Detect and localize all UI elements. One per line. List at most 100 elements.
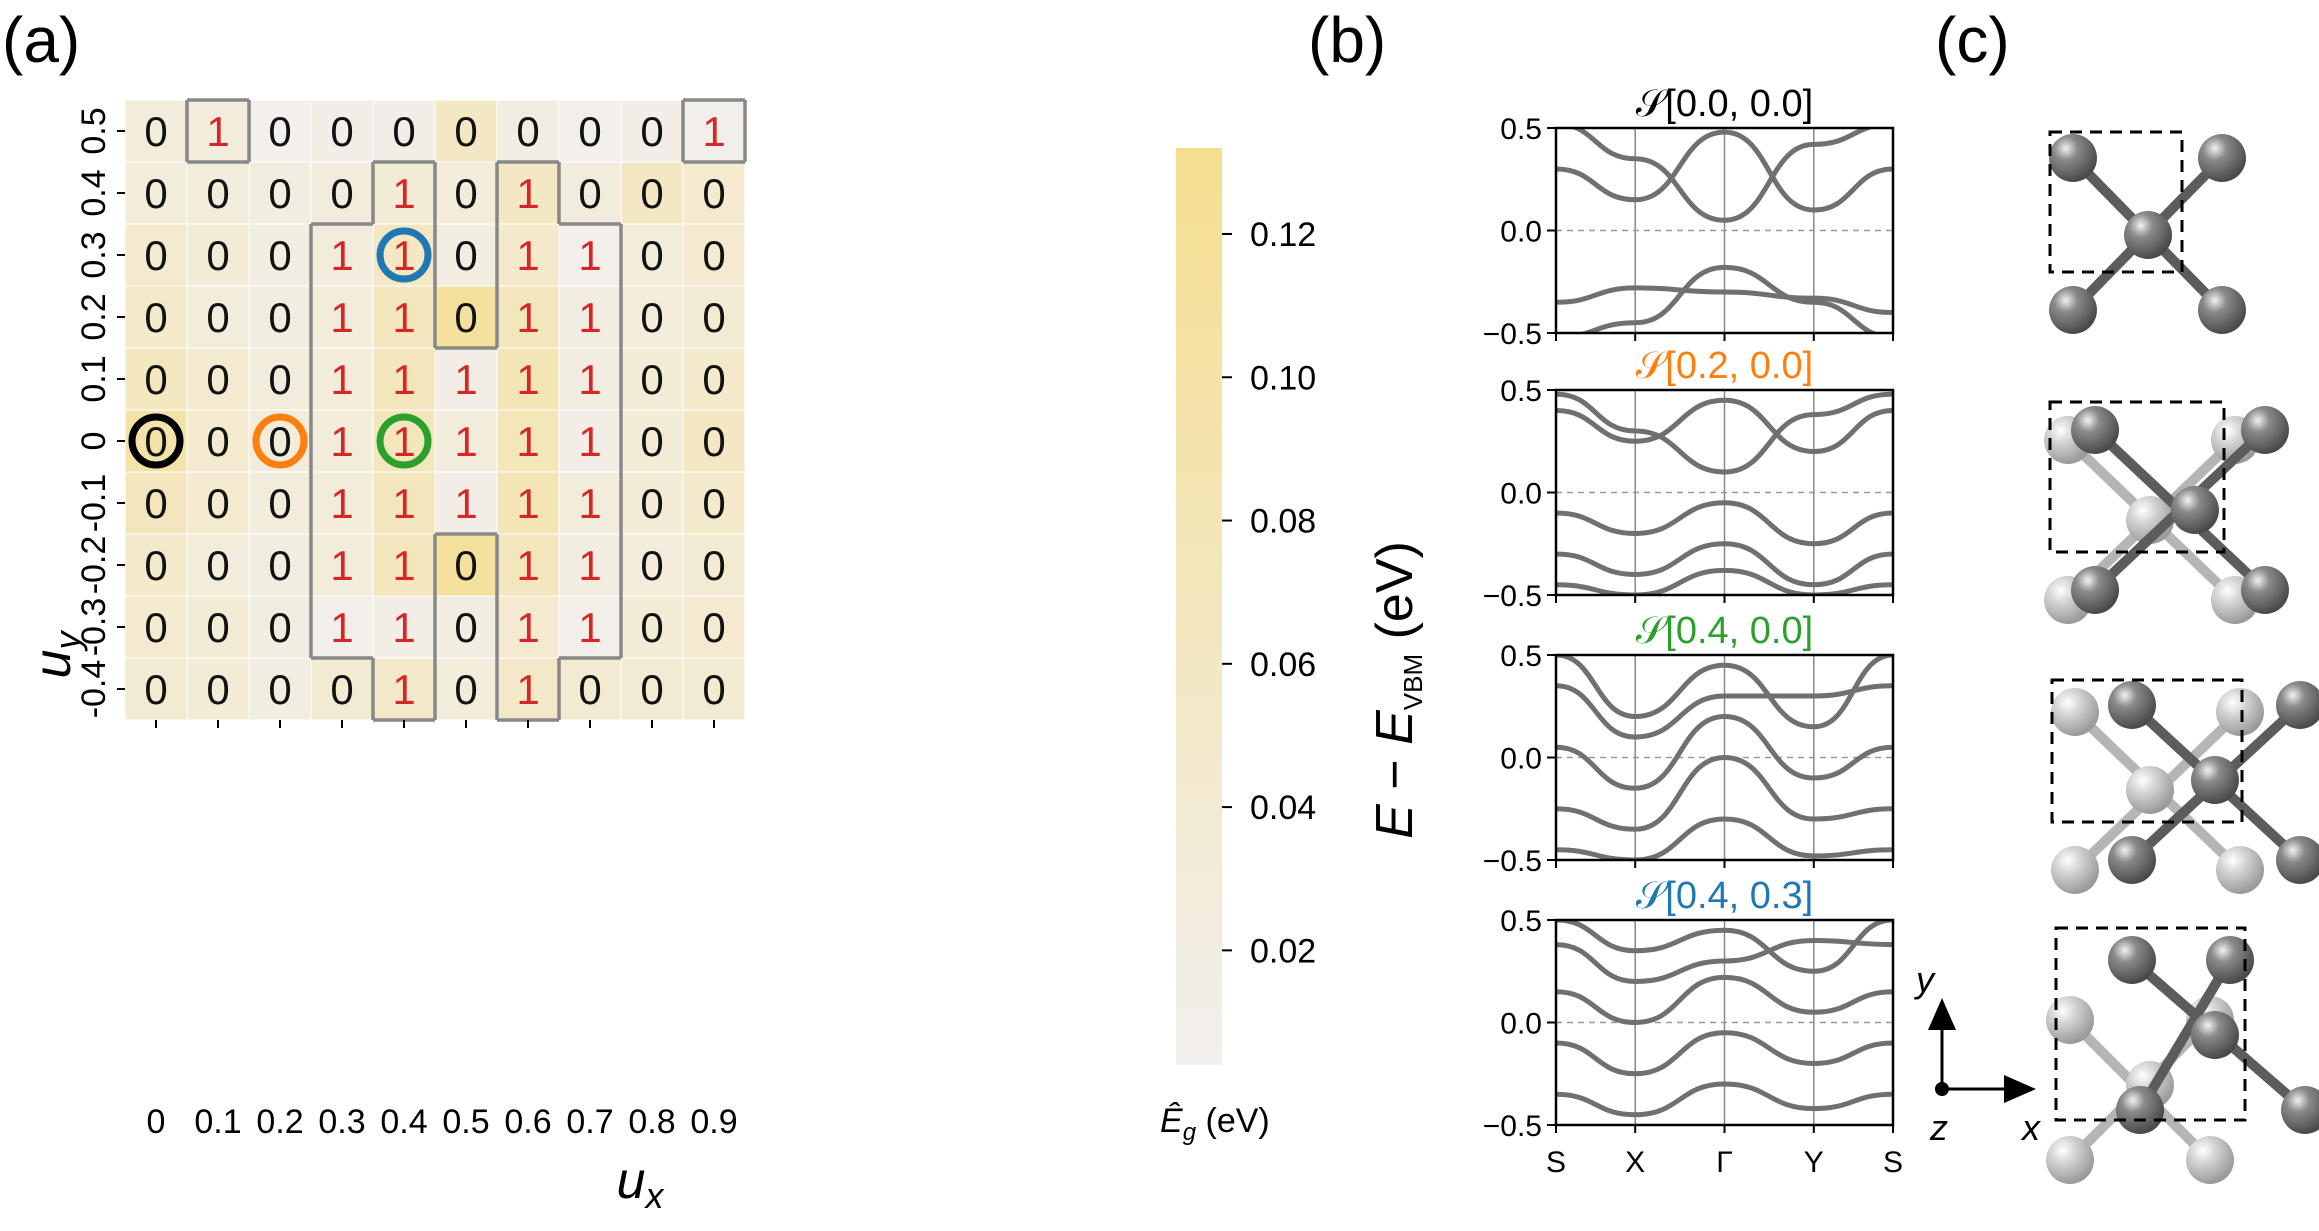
- heatmap-cell-label: 1: [516, 666, 539, 713]
- atom-light: [2186, 1136, 2234, 1184]
- heatmap-cell-label: 1: [330, 604, 353, 651]
- crystal-structure: [2046, 926, 2319, 1184]
- highlight-circle-green: [376, 413, 432, 469]
- panel-label-c: (c): [1935, 4, 2010, 76]
- heatmap-cell-label: 0: [268, 480, 291, 527]
- heatmap-cell: [434, 657, 498, 721]
- atom-light: [2046, 1136, 2094, 1184]
- heatmap-cell-label: 0: [516, 108, 539, 155]
- colorbar-tick-label: 0.04: [1250, 789, 1316, 827]
- heatmap-cell-label: 1: [392, 480, 415, 527]
- axis-indicator: y z x: [1913, 959, 2042, 1148]
- atom-dark: [2071, 566, 2119, 614]
- heatmap-cell: [310, 657, 374, 721]
- band-y-axis-title: E − EVBM (eV): [1366, 541, 1428, 839]
- band-y-tick-label: 0.0: [1500, 216, 1542, 249]
- heatmap-cell-label: 0: [578, 666, 601, 713]
- heatmap-cell: [682, 471, 746, 535]
- topological-boundary: [185, 98, 747, 722]
- heatmap-cell: [124, 533, 188, 597]
- colorbar-ticks: 0.12 0.10 0.08 0.06 0.04 0.02: [1222, 216, 1316, 970]
- heatmap-cell-label: 1: [206, 108, 229, 155]
- panel-label-a: (a): [2, 4, 80, 76]
- band-subplot: 𝒮[0.4, 0.0] 0.5 0.0 −0.5: [1483, 610, 1895, 878]
- x-tick-label: 0.1: [194, 1103, 241, 1141]
- heatmap-cell: [682, 409, 746, 473]
- heatmap-cell-label: 0: [640, 480, 663, 527]
- heatmap-cell: [558, 99, 622, 163]
- heatmap-cell: [558, 161, 622, 225]
- band-y-tick-label: 0.0: [1500, 478, 1542, 511]
- heatmap-cell-label: 0: [268, 418, 291, 465]
- band-x-tick-label: S: [1883, 1146, 1903, 1179]
- x-tick-label: 0.5: [442, 1103, 489, 1141]
- heatmap-cell-label: 0: [144, 108, 167, 155]
- heatmap-cell-label: 1: [392, 356, 415, 403]
- unit-cell-box: [2048, 130, 2184, 274]
- heatmap-cell: [186, 595, 250, 659]
- heatmap-cell: [682, 285, 746, 349]
- heatmap-cell-label: 0: [268, 542, 291, 589]
- heatmap-cell-label: 0: [702, 480, 725, 527]
- crystal-structure: [2048, 130, 2246, 334]
- heatmap-cell-label: 0: [206, 294, 229, 341]
- band-y-tick-label: 0.0: [1500, 1008, 1542, 1041]
- band-y-tick-label: −0.5: [1483, 580, 1542, 613]
- colorbar-label: Êg (eV): [1160, 1102, 1270, 1146]
- heatmap-cell-label: 0: [206, 170, 229, 217]
- heatmap-cell: [310, 533, 374, 597]
- heatmap-cell-label: 0: [330, 108, 353, 155]
- heatmap-cell-label: 0: [392, 108, 415, 155]
- atom-dark: [2198, 134, 2246, 182]
- y-axis-arrowhead: [1928, 998, 1956, 1030]
- atom-dark: [2049, 134, 2097, 182]
- heatmap-cell-label: 0: [702, 356, 725, 403]
- band-y-tick-label: −0.5: [1483, 1110, 1542, 1143]
- band-x-tick-label: S: [1546, 1146, 1566, 1179]
- x-tick-label: 0.9: [690, 1103, 737, 1141]
- band-subplot: 𝒮[0.0, 0.0] 0.5 0.0 −0.5: [1483, 83, 1895, 351]
- heatmap-cell-label: 0: [640, 170, 663, 217]
- atom-dark: [2281, 1086, 2319, 1134]
- heatmap-cell-label: 1: [516, 294, 539, 341]
- x-axis-title: ux: [617, 1152, 666, 1216]
- band-y-tick-label: 0.0: [1500, 743, 1542, 776]
- atom-light: [2216, 688, 2264, 736]
- heatmap-cell-label: 1: [392, 232, 415, 279]
- heatmap-cell-label: 1: [392, 170, 415, 217]
- crystal-structure: [2044, 400, 2289, 624]
- atom-dark: [2071, 406, 2119, 454]
- heatmap-cell-label: 0: [640, 604, 663, 651]
- heatmap-cell-label: 1: [454, 418, 477, 465]
- heatmap-cell-label: 1: [578, 418, 601, 465]
- atom-dark: [2276, 836, 2319, 884]
- heatmap-cell-label: 0: [268, 170, 291, 217]
- heatmap-cell-label: 0: [702, 170, 725, 217]
- x-tick-label: 0.2: [256, 1103, 303, 1141]
- heatmap-cell: [310, 161, 374, 225]
- axis-label-x: x: [2020, 1107, 2042, 1148]
- heatmap-cell-label: 0: [702, 418, 725, 465]
- heatmap-cell: [558, 471, 622, 535]
- highlight-circle-blue: [376, 227, 432, 283]
- heatmap-cell-label: 1: [330, 418, 353, 465]
- band-line: [1556, 541, 1893, 588]
- y-tick-label: 0: [75, 432, 113, 451]
- heatmap-cell-label: 1: [516, 542, 539, 589]
- heatmap-cell-label: 0: [268, 232, 291, 279]
- heatmap-cell: [186, 223, 250, 287]
- atom-light: [2051, 688, 2099, 736]
- heatmap-cell: [248, 595, 312, 659]
- heatmap-cell: [558, 223, 622, 287]
- atom-dark: [2191, 1011, 2239, 1059]
- heatmap-cell-label: 0: [640, 542, 663, 589]
- heatmap-cell-label: 1: [330, 480, 353, 527]
- heatmap-cell: [310, 99, 374, 163]
- heatmap-cell: [496, 161, 560, 225]
- heatmap-cell-label: 0: [454, 542, 477, 589]
- heatmap-cell-label: 1: [578, 480, 601, 527]
- colorbar-tick-label: 0.06: [1250, 646, 1316, 684]
- heatmap-cell-label: 0: [144, 294, 167, 341]
- band-line: [1556, 391, 1893, 475]
- y-tick-label: 0.2: [75, 293, 113, 340]
